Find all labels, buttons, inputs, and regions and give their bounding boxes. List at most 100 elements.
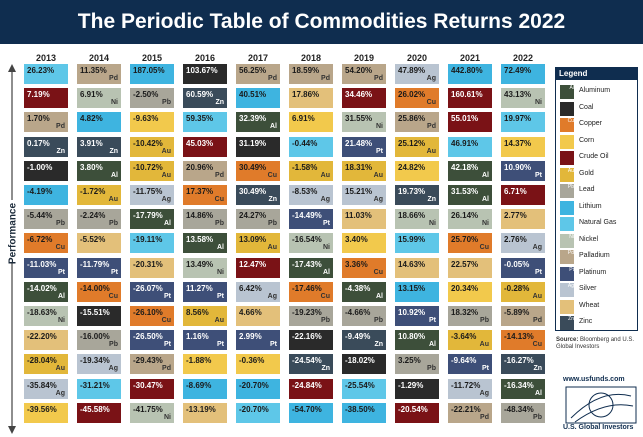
cell-2014-12: -19.34% Ag [77, 354, 121, 375]
cell-2019-8: 3.36% Cu [342, 257, 386, 278]
cell-symbol: Pt [535, 268, 542, 276]
cell-value: -22.21% [451, 404, 481, 414]
legend-symbol: Cu [567, 118, 574, 124]
cell-2019-0: 54.20% Pd [342, 64, 386, 84]
cell-value: -4.19% [27, 187, 53, 196]
cell-symbol: Cu [373, 268, 383, 276]
cell-symbol: Pt [429, 317, 436, 324]
cell-2020-9: 13.15% [395, 281, 439, 302]
cell-2016-0: 103.67% [183, 64, 227, 84]
legend-label: Wheat [579, 301, 600, 309]
cell-2014-13: -31.21% [77, 378, 121, 399]
cell-value: -17.46% [292, 283, 322, 293]
cell-symbol: Al [535, 389, 542, 397]
cell-2013-3: 0.17% Zn [24, 136, 68, 157]
cell-value: 11.03% [345, 211, 372, 221]
cell-value: 14.86% [186, 211, 214, 221]
cell-value: 21.48% [345, 138, 373, 148]
cell-2022-14: -48.34% Pb [501, 402, 545, 423]
cell-value: 20.34% [451, 283, 479, 293]
cell-2021-0: 442.80% [448, 64, 492, 84]
cell-2018-14: -54.70% [289, 402, 333, 423]
cell-symbol: Al [323, 268, 330, 276]
cell-value: 103.67% [186, 66, 218, 75]
cell-2019-14: -38.50% [342, 402, 386, 423]
website-url[interactable]: www.usfunds.com [563, 376, 625, 383]
cell-symbol: Ni [482, 220, 489, 228]
cell-symbol: Cu [320, 292, 330, 300]
cell-2018-1: 17.86% [289, 88, 333, 109]
cell-2013-13: -35.84% Ag [24, 378, 68, 399]
cell-value: 2.76% [504, 235, 527, 245]
silver-icon: Ag [560, 283, 574, 297]
cell-value: -19.34% [80, 356, 110, 366]
cell-value: 46.91% [451, 138, 479, 148]
cell-value: -0.28% [504, 283, 530, 293]
cell-2016-7: 13.58% Al [183, 233, 227, 254]
legend-item-gold: Au Gold [560, 167, 640, 182]
cell-2015-5: -11.75% Ag [130, 185, 174, 205]
cell-symbol: Al [217, 244, 224, 252]
source-note: Source: Bloomberg and U.S. Global Invest… [556, 337, 640, 351]
cell-symbol: Ag [108, 365, 118, 373]
cell-2019-9: -4.38% Al [342, 281, 386, 302]
cell-2021-9: 20.34% [448, 281, 492, 302]
cell-2021-2: 55.01% [448, 112, 492, 133]
cell-2014-4: 3.80% Al [77, 160, 121, 181]
cell-2020-10: 10.92% Pt [395, 306, 439, 326]
legend-item-copper: Cu Copper [560, 118, 640, 132]
cell-value: 18.59% [292, 66, 320, 75]
cell-symbol: Ni [535, 99, 542, 107]
cell-symbol: Al [58, 292, 65, 300]
cell-2014-14: -45.58% [77, 402, 121, 423]
legend-item-palladium: Pd Palladium [560, 250, 640, 264]
cell-symbol: Cu [426, 99, 436, 107]
cell-symbol: Al [482, 196, 489, 203]
cell-value: 6.42% [239, 283, 262, 293]
cell-2016-4: 20.96% Pd [183, 160, 227, 181]
cell-2018-6: -14.49% Pt [289, 209, 333, 230]
cell-value: -14.13% [504, 332, 534, 342]
cell-2020-14: -20.54% [395, 402, 439, 423]
cell-symbol: Ni [111, 99, 118, 107]
cell-value: -28.04% [27, 356, 57, 366]
cell-symbol: Cu [214, 196, 224, 203]
cell-value: 30.49% [239, 162, 267, 172]
cell-value: -29.43% [133, 356, 163, 366]
legend-item-nickel: Ni Nickel [560, 233, 640, 248]
legend-label: Copper [579, 120, 602, 127]
cell-symbol: Au [479, 341, 489, 349]
legend-label: Platinum [579, 268, 607, 276]
cell-2014-11: -16.00% Pb [77, 330, 121, 351]
cell-value: 15.21% [345, 187, 373, 196]
cell-2014-0: 11.35% Pd [77, 64, 121, 84]
cell-value: 19.97% [504, 114, 532, 124]
cell-symbol: Zn [215, 99, 224, 107]
cell-2013-10: -18.63% Ni [24, 306, 68, 326]
cell-2013-0: 26.23% [24, 64, 68, 84]
cell-value: 60.59% [186, 90, 214, 100]
cell-2019-7: 3.40% [342, 233, 386, 254]
cell-symbol: Cu [479, 244, 489, 252]
cell-symbol: Zn [427, 196, 436, 203]
cell-symbol: Pb [109, 220, 118, 228]
cell-2017-3: 31.19% [236, 136, 280, 157]
cell-2016-14: -13.19% [183, 402, 227, 423]
cell-2014-10: -15.51% [77, 306, 121, 326]
cell-2016-2: 59.35% [183, 112, 227, 133]
cell-2013-11: -22.20% [24, 330, 68, 351]
cell-value: -45.58% [80, 404, 110, 414]
cell-2019-2: 31.55% Ni [342, 112, 386, 133]
cell-symbol: Ag [479, 389, 489, 397]
cell-value: -1.29% [398, 380, 424, 390]
cell-value: -25.54% [345, 380, 375, 390]
legend-symbol: Ag [567, 283, 574, 289]
legend-item-crude-oil: Crude Oil [560, 151, 640, 165]
cell-2017-6: 24.27% Pb [236, 209, 280, 230]
cell-value: 1.16% [186, 332, 209, 342]
cell-2021-13: -11.72% Ag [448, 378, 492, 399]
cell-2019-4: 18.31% Au [342, 160, 386, 181]
cell-symbol: Au [267, 244, 277, 252]
cell-value: 11.35% [80, 66, 107, 75]
cell-value: 31.55% [345, 114, 373, 124]
